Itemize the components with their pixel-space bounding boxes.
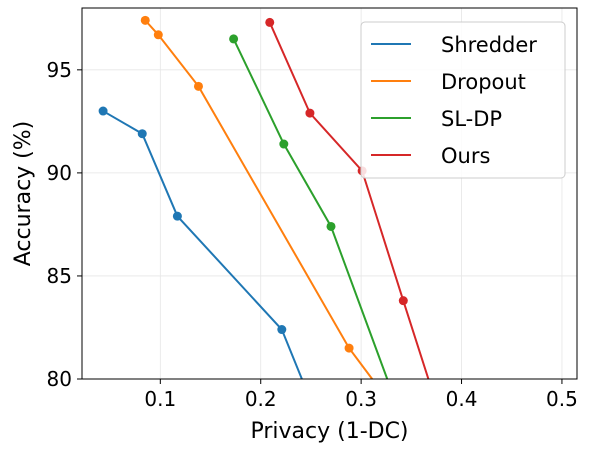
data-point-sl-dp [279,139,289,149]
data-point-sl-dp [326,221,336,231]
y-tick-label: 85 [47,264,72,288]
data-point-dropout [193,81,203,91]
plot-frame [81,7,578,380]
x-tick-label: 0.2 [245,387,277,411]
x-tick-label: 0.1 [144,387,176,411]
x-tick-label: 0.3 [345,387,377,411]
legend: Shredder Dropout SL-DP Ours [360,21,566,179]
legend-label-dropout: Dropout [441,70,526,94]
series-dropout [140,15,373,379]
series-line-dropout [144,19,373,379]
series-line-shredder [102,110,303,379]
x-tick-label: 0.5 [546,387,578,411]
data-point-dropout [153,30,163,40]
x-axis: 0.1 0.2 0.3 0.4 0.5 [144,379,578,411]
y-tick-label: 95 [47,58,72,82]
data-point-dropout [140,15,150,25]
legend-label-ours: Ours [441,144,490,168]
data-point-ours [265,17,275,27]
y-tick-label: 90 [47,161,72,185]
series-shredder [98,106,303,379]
legend-label-sl-dp: SL-DP [441,107,502,131]
x-tick-label: 0.4 [446,387,478,411]
y-tick-label: 80 [47,367,72,391]
data-point-shredder [98,106,108,116]
legend-box [360,21,566,179]
data-point-shredder [137,129,147,139]
data-point-ours [305,108,315,118]
data-point-shredder [277,325,287,335]
data-point-dropout [344,343,354,353]
y-axis: 80 85 90 95 [47,58,82,391]
x-axis-label: Privacy (1-DC) [250,419,408,444]
data-point-sl-dp [229,34,239,44]
series-sl-dp [229,34,389,379]
y-axis-label: Accuracy (%) [11,121,36,267]
data-point-ours [398,296,408,306]
legend-label-shredder: Shredder [441,33,537,57]
series-line-sl-dp [232,38,389,379]
series-layer [98,15,430,379]
data-point-shredder [172,211,182,221]
